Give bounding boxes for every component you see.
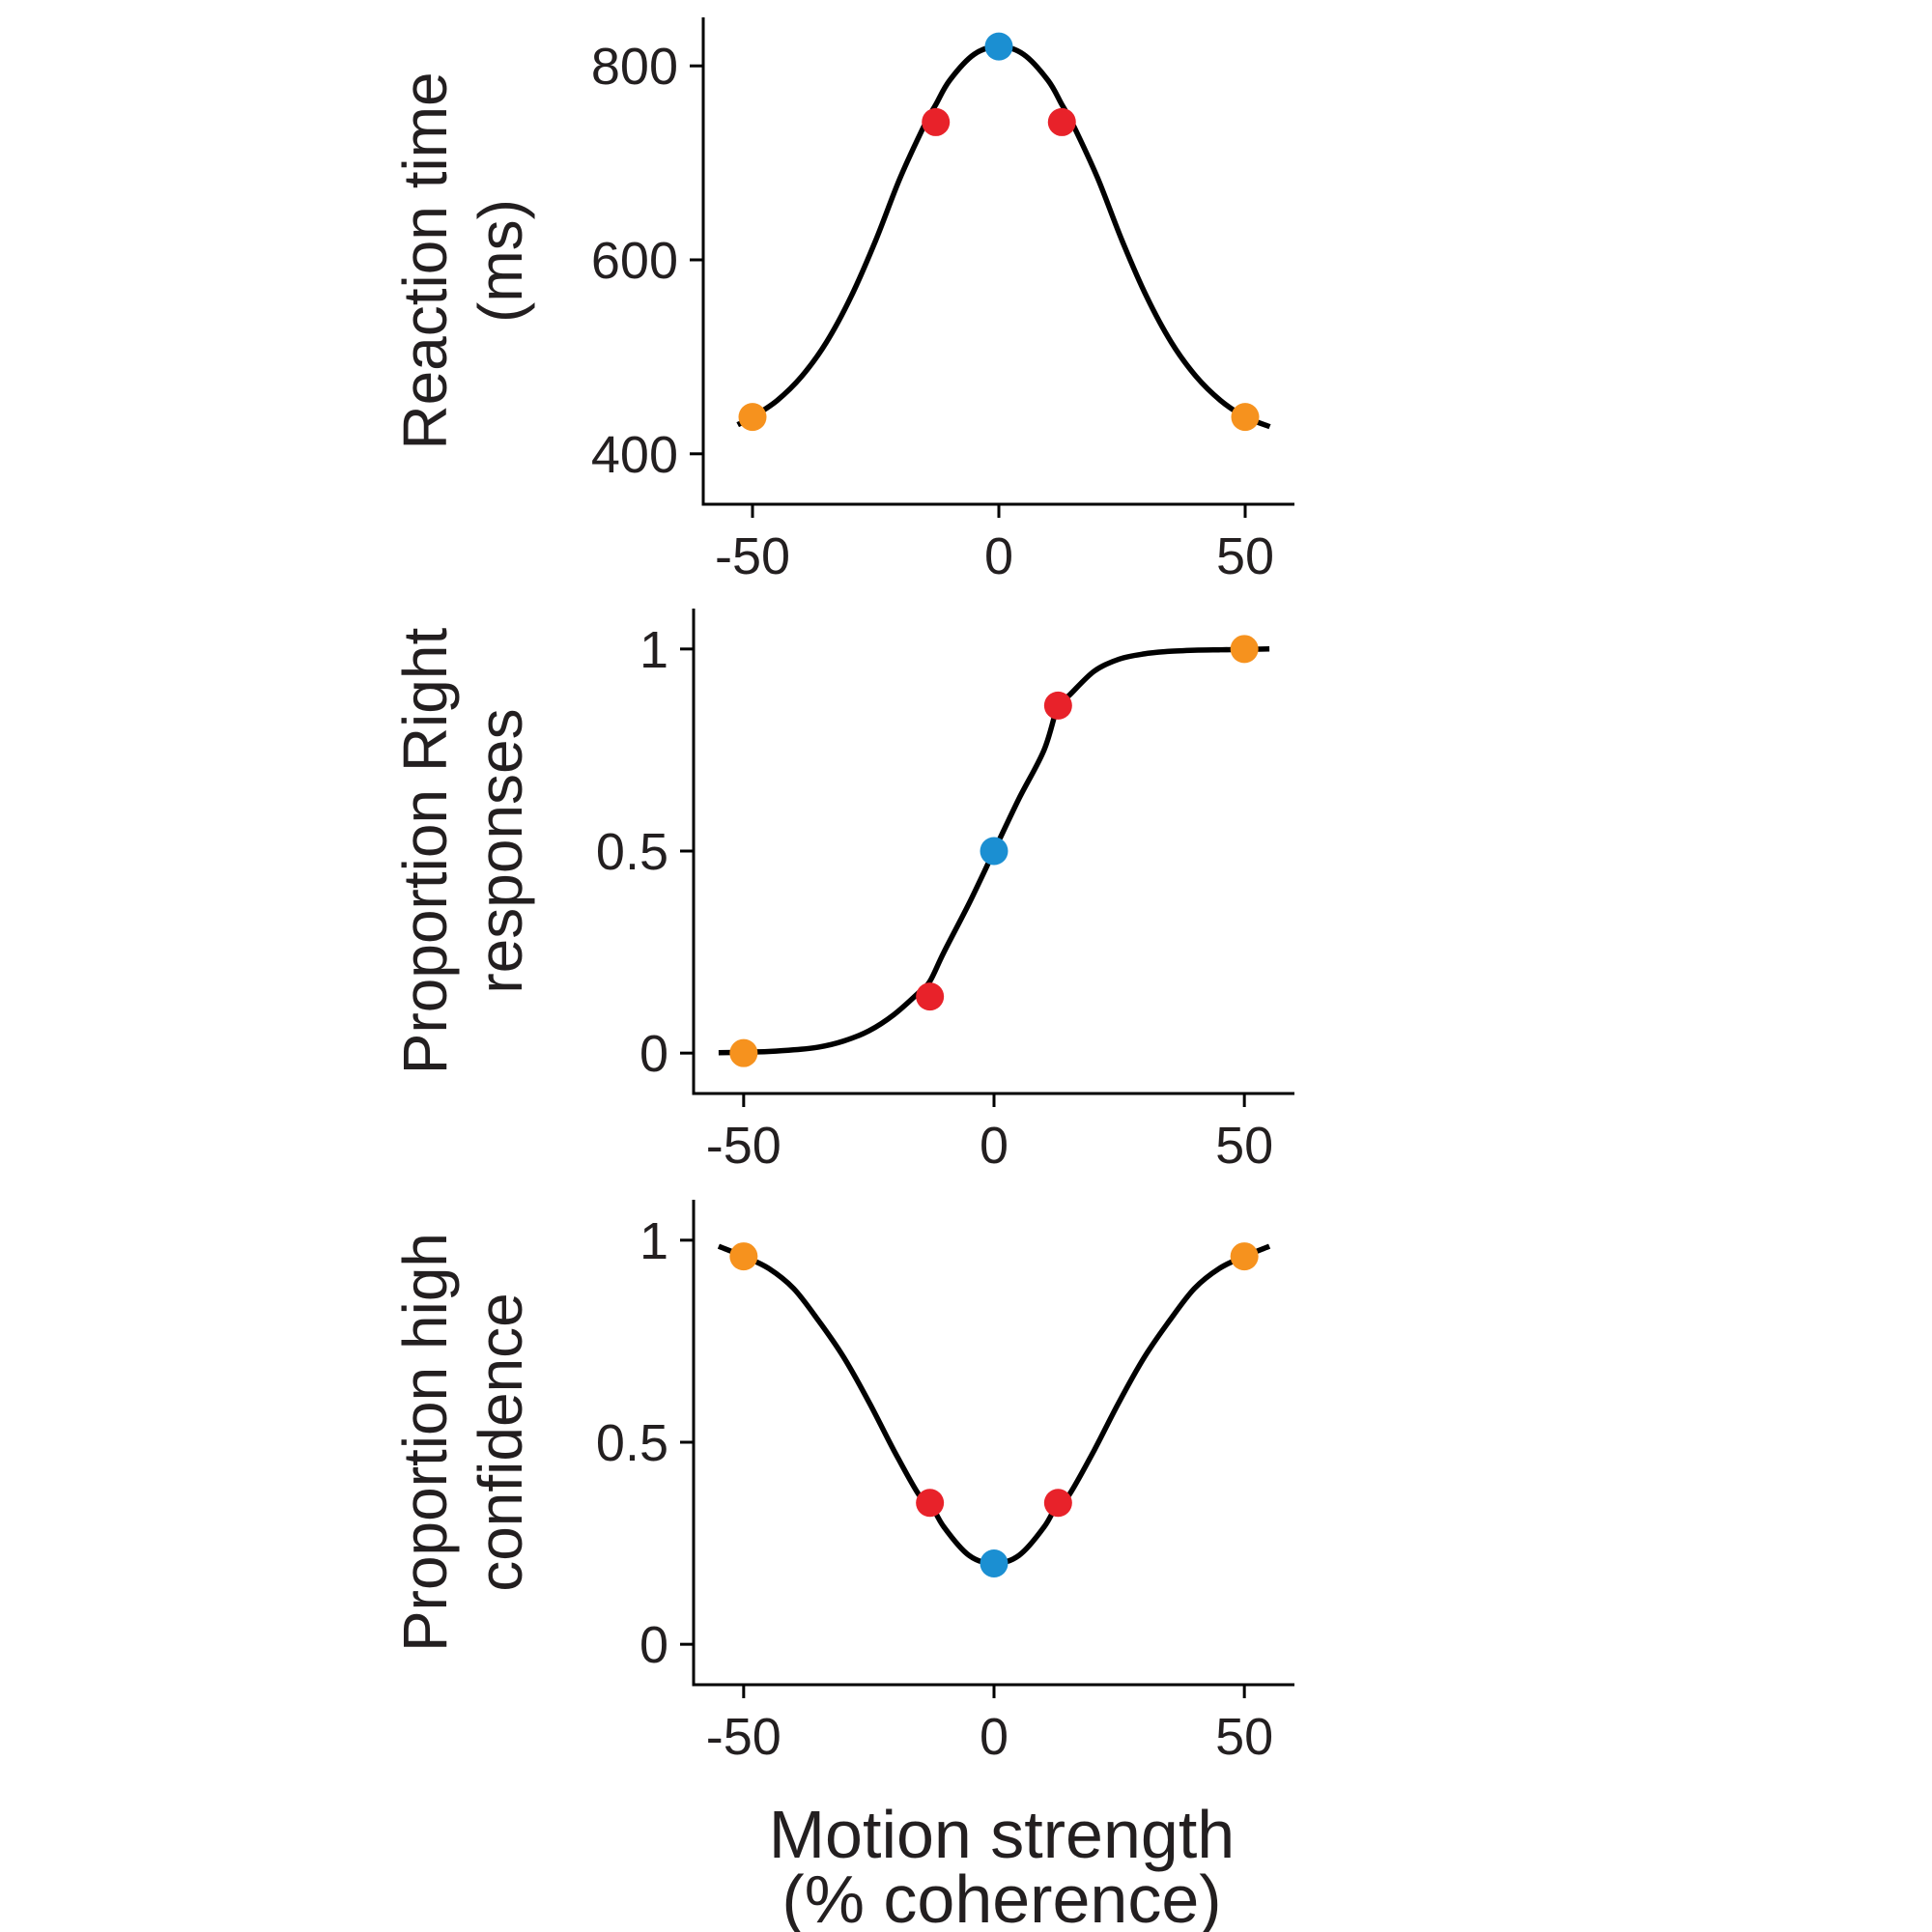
y-tick-label: 0 bbox=[639, 1025, 668, 1083]
data-point bbox=[1043, 691, 1072, 720]
x-tick-label: -50 bbox=[706, 1117, 781, 1175]
y-axis-label-line2: confidence bbox=[466, 1293, 535, 1592]
y-axis-label-line1: Proportion Right bbox=[390, 628, 460, 1075]
x-tick-label: 0 bbox=[980, 1117, 1009, 1175]
data-point bbox=[1230, 1242, 1259, 1271]
x-axis-label-line1: Motion strength bbox=[769, 1797, 1235, 1872]
y-tick-label: 1 bbox=[639, 621, 668, 679]
y-tick-label: 400 bbox=[591, 426, 678, 484]
data-point bbox=[980, 837, 1009, 866]
x-tick-label: 50 bbox=[1216, 527, 1274, 585]
fit-curve bbox=[717, 1243, 1271, 1567]
y-axis-label-line1: Proportion high bbox=[390, 1233, 460, 1652]
y-tick-label: 600 bbox=[591, 232, 678, 290]
data-point bbox=[916, 982, 945, 1011]
data-point bbox=[984, 32, 1013, 61]
x-axis-label-line2: (% coherence) bbox=[781, 1861, 1221, 1932]
data-point bbox=[980, 1549, 1009, 1577]
data-point bbox=[1043, 1489, 1072, 1518]
data-point bbox=[916, 1489, 945, 1518]
panels: -50 0 50 400 600 800 Reaction time (ms) -50 0 50 0 0… bbox=[390, 17, 1294, 1766]
y-axis-label-line2: responses bbox=[466, 708, 535, 993]
x-tick-label: 50 bbox=[1215, 1117, 1273, 1175]
x-tick-label: 50 bbox=[1215, 1708, 1273, 1766]
x-tick-label: 0 bbox=[984, 527, 1013, 585]
y-tick-label: 0.5 bbox=[596, 823, 668, 881]
data-point bbox=[922, 107, 951, 136]
y-axis-label-line2: (ms) bbox=[466, 199, 535, 323]
data-point bbox=[1047, 107, 1076, 136]
data-point bbox=[1230, 635, 1259, 664]
fit-curve bbox=[736, 43, 1271, 430]
panel-2: -50 0 50 0 0.5 1 Proportion Right responses bbox=[390, 609, 1294, 1175]
x-tick-label: -50 bbox=[715, 527, 790, 585]
y-tick-label: 0 bbox=[639, 1616, 668, 1674]
data-point bbox=[1231, 403, 1260, 432]
x-tick-label: 0 bbox=[980, 1708, 1009, 1766]
data-point bbox=[738, 403, 767, 432]
y-axis-label-line1: Reaction time bbox=[390, 71, 460, 449]
data-point bbox=[729, 1038, 758, 1067]
y-tick-label: 800 bbox=[591, 38, 678, 96]
data-point bbox=[729, 1242, 758, 1271]
y-tick-label: 0.5 bbox=[596, 1414, 668, 1472]
panel-1: -50 0 50 400 600 800 Reaction time (ms) bbox=[390, 17, 1294, 585]
y-tick-label: 1 bbox=[639, 1212, 668, 1270]
panel-3: -50 0 50 0 0.5 1 Proportion high confidence bbox=[390, 1200, 1294, 1766]
x-tick-label: -50 bbox=[706, 1708, 781, 1766]
